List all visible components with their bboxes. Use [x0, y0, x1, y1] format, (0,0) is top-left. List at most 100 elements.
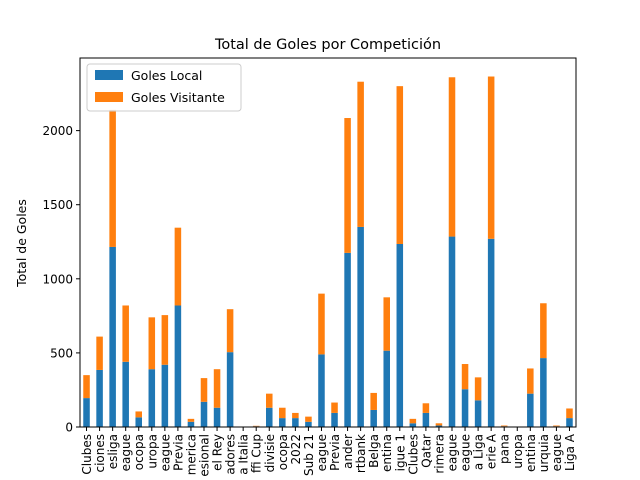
- bar-goles-visitante-34: [527, 368, 534, 394]
- bar-goles-visitante-37: [566, 408, 573, 419]
- bar-goles-visitante-5: [148, 317, 156, 370]
- x-tick-label: el Rey: [211, 434, 225, 471]
- bar-goles-local-8: [187, 421, 195, 427]
- bar-goles-visitante-25: [409, 418, 417, 424]
- bar-goles-local-19: [331, 412, 338, 427]
- bar-goles-local-7: [174, 305, 182, 427]
- x-tick-label: merica: [184, 434, 198, 475]
- legend-label-goles-local: Goles Local: [131, 68, 202, 83]
- legend-swatch-goles-visitante: [95, 92, 123, 102]
- bar-goles-visitante-1: [96, 336, 103, 370]
- legend-swatch-goles-local: [95, 70, 123, 80]
- bar-goles-local-29: [461, 389, 469, 427]
- bar-goles-local-1: [96, 369, 103, 427]
- bar-goles-local-34: [527, 393, 534, 427]
- x-tick-label: Previa: [328, 434, 342, 471]
- bar-goles-local-9: [200, 401, 208, 427]
- x-tick-label: urquia: [537, 434, 551, 472]
- y-tick-label: 1000: [42, 272, 73, 286]
- bar-goles-visitante-29: [461, 364, 469, 390]
- bar-goles-local-27: [435, 425, 443, 427]
- bar-goles-local-3: [122, 361, 129, 427]
- bar-goles-local-21: [357, 226, 364, 427]
- bar-goles-visitante-28: [448, 77, 456, 237]
- bar-goles-visitante-16: [292, 412, 299, 419]
- bar-goles-visitante-35: [540, 303, 547, 359]
- x-tick-label: esliga: [106, 434, 120, 469]
- chart-title: Total de Goles por Competición: [214, 37, 441, 53]
- bar-goles-local-4: [135, 417, 142, 427]
- bar-goles-local-28: [448, 236, 456, 427]
- bar-goles-local-11: [226, 352, 234, 427]
- legend-label-goles-visitante: Goles Visitante: [131, 90, 225, 105]
- x-tick-label: ocopa: [276, 434, 290, 470]
- bar-goles-local-30: [474, 400, 482, 427]
- y-axis-label: Total de Goles: [14, 199, 29, 288]
- x-tick-label: Clubes: [80, 434, 94, 475]
- bar-goles-local-6: [161, 364, 169, 427]
- x-tick-label: eague: [459, 434, 473, 471]
- x-tick-label: eague: [315, 434, 329, 471]
- bar-goles-visitante-19: [331, 402, 338, 413]
- x-tick-label: rtbank: [354, 434, 368, 473]
- x-tick-label: a Liga: [472, 434, 486, 470]
- bar-goles-local-25: [409, 423, 417, 427]
- x-tick-label: Belga: [367, 434, 381, 468]
- bar-goles-visitante-9: [200, 378, 208, 402]
- bar-goles-local-5: [148, 369, 156, 427]
- x-tick-label: eague: [446, 434, 460, 471]
- x-tick-label: a Italia: [237, 434, 251, 475]
- bars-group: [83, 76, 573, 427]
- bar-goles-local-2: [109, 246, 116, 427]
- bar-goles-local-20: [344, 252, 351, 427]
- bar-goles-local-37: [566, 418, 573, 427]
- bar-goles-visitante-11: [226, 309, 234, 353]
- bar-goles-visitante-27: [435, 423, 443, 426]
- bar-goles-local-35: [540, 358, 547, 427]
- x-tick-label: divisie: [263, 434, 277, 472]
- x-tick-label: ciones: [93, 434, 107, 473]
- bar-goles-local-26: [422, 412, 430, 427]
- x-tick-label: ocopa: [132, 434, 146, 470]
- bar-goles-visitante-8: [187, 418, 195, 422]
- bar-goles-local-15: [279, 418, 286, 427]
- y-tick-label: 0: [65, 421, 73, 435]
- x-tick-label: esional: [198, 434, 212, 477]
- x-tick-label: pana: [498, 434, 512, 464]
- x-tick-label: entina: [524, 434, 538, 472]
- bar-goles-local-31: [487, 238, 495, 427]
- bar-goles-local-10: [213, 407, 221, 427]
- bar-goles-local-22: [370, 409, 377, 427]
- y-tick-label: 2000: [42, 124, 73, 138]
- x-tick-label: eague: [158, 434, 172, 471]
- bar-goles-visitante-17: [305, 416, 312, 422]
- bar-goles-local-16: [292, 418, 299, 427]
- x-tick-label: eague: [119, 434, 133, 471]
- x-tick-label: ander: [341, 434, 355, 469]
- bar-goles-visitante-4: [135, 411, 142, 418]
- legend-frame: [86, 63, 242, 112]
- x-tick-label: erie A: [485, 433, 499, 469]
- bar-goles-visitante-31: [487, 76, 495, 239]
- x-tick-label: adores: [224, 434, 238, 475]
- bar-goles-local-18: [318, 354, 325, 427]
- y-tick-label: 500: [50, 346, 73, 360]
- x-tick-label: Previa: [171, 434, 185, 471]
- bar-goles-visitante-23: [383, 297, 390, 351]
- x-tick-label: 2022: [289, 434, 303, 465]
- bar-goles-visitante-2: [109, 109, 116, 247]
- x-tick-label: Sub 21: [302, 434, 316, 476]
- x-tick-label: igue 1: [393, 434, 407, 471]
- x-tick-label: uropa: [145, 434, 159, 469]
- bar-goles-visitante-30: [474, 377, 482, 401]
- y-tick-label: 1500: [42, 198, 73, 212]
- bar-goles-visitante-10: [213, 369, 221, 408]
- x-tick-label: eague: [550, 434, 564, 471]
- legend: Goles Local Goles Visitante: [86, 63, 242, 112]
- x-tick-label: Qatar: [419, 434, 433, 468]
- bar-goles-visitante-32: [500, 425, 508, 427]
- bar-goles-visitante-20: [344, 118, 351, 253]
- bar-goles-local-17: [305, 421, 312, 427]
- bar-goles-visitante-24: [396, 86, 404, 244]
